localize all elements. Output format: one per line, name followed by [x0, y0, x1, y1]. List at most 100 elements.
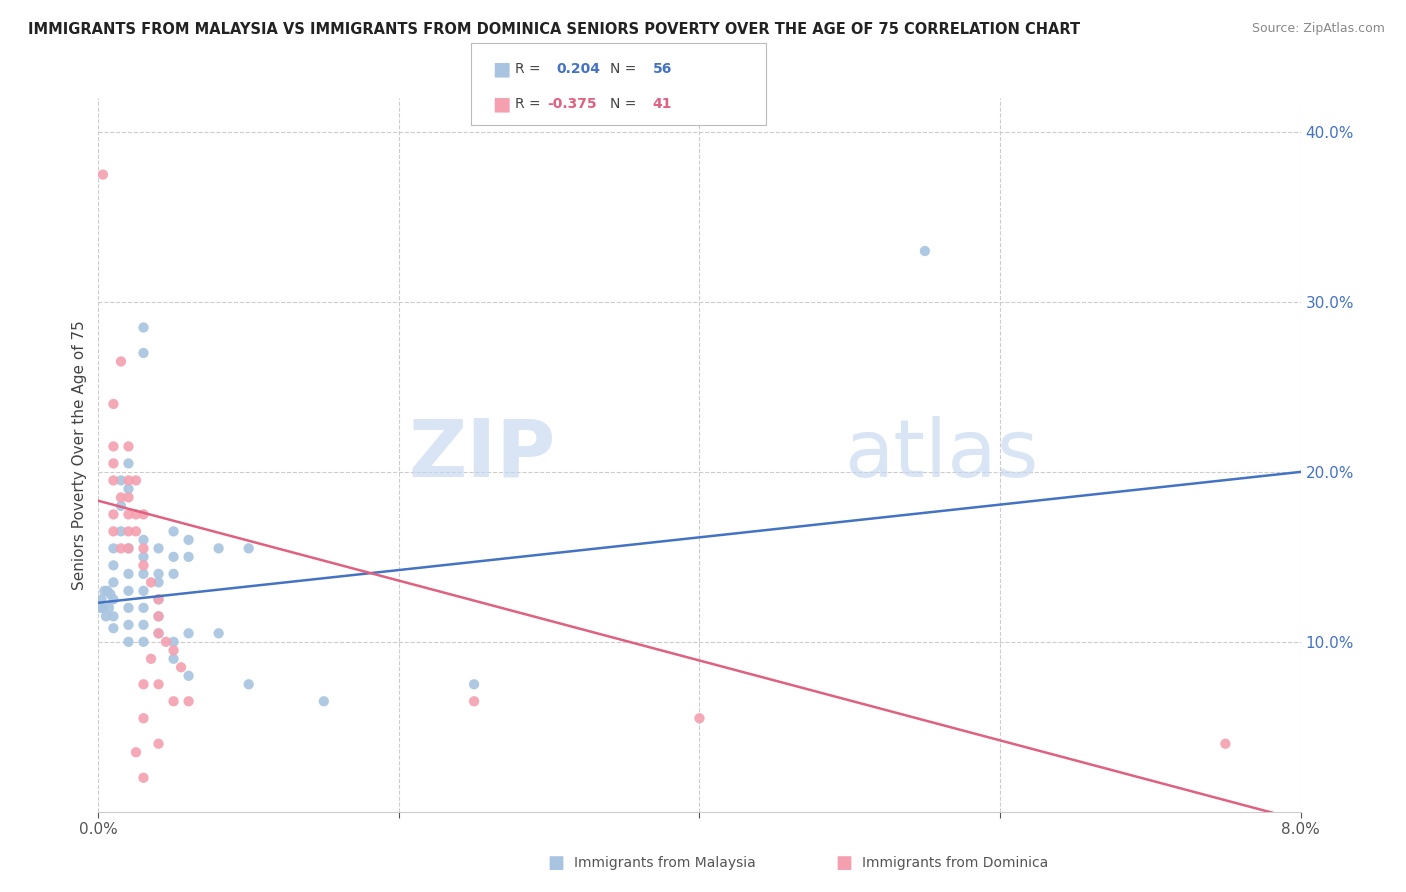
Point [132, 320, 155, 334]
Point [148, 592, 170, 607]
Point [96, 583, 118, 598]
Text: N =: N = [610, 97, 641, 112]
Point [148, 677, 170, 691]
Point [125, 508, 148, 522]
Point [117, 617, 139, 632]
Point [117, 457, 139, 471]
Point [162, 566, 184, 581]
Point [148, 575, 170, 590]
Point [162, 549, 184, 564]
Point [110, 474, 132, 488]
Point [177, 626, 200, 640]
Point [162, 635, 184, 649]
Point [132, 711, 155, 725]
Point [132, 771, 155, 785]
Point [103, 508, 125, 522]
Point [103, 474, 125, 488]
Point [148, 592, 170, 607]
Point [688, 711, 710, 725]
Text: ZIP: ZIP [408, 416, 555, 494]
Point [148, 737, 170, 751]
Point [110, 499, 132, 513]
Point [89, 600, 111, 615]
Point [117, 541, 139, 556]
Point [132, 508, 155, 522]
Text: ■: ■ [492, 60, 510, 78]
Point [132, 635, 155, 649]
Point [103, 592, 125, 607]
Point [177, 533, 200, 547]
Point [117, 524, 139, 539]
Point [148, 541, 170, 556]
Point [110, 524, 132, 539]
Text: ■: ■ [547, 855, 564, 872]
Point [132, 541, 155, 556]
Point [162, 643, 184, 657]
Point [177, 549, 200, 564]
Point [148, 626, 170, 640]
Point [117, 508, 139, 522]
Point [117, 583, 139, 598]
Text: -0.375: -0.375 [547, 97, 596, 112]
Point [139, 652, 162, 666]
Point [103, 575, 125, 590]
Text: R =: R = [515, 97, 544, 112]
Text: Immigrants from Dominica: Immigrants from Dominica [862, 856, 1047, 871]
Point [103, 524, 125, 539]
Point [97, 600, 120, 615]
Text: Source: ZipAtlas.com: Source: ZipAtlas.com [1251, 22, 1385, 36]
Point [238, 541, 260, 556]
Point [117, 566, 139, 581]
Point [103, 457, 125, 471]
Text: 0.204: 0.204 [557, 62, 600, 76]
Point [125, 745, 148, 759]
Point [148, 626, 170, 640]
Point [117, 635, 139, 649]
Point [177, 694, 200, 708]
Point [117, 491, 139, 505]
Point [155, 635, 177, 649]
Point [463, 677, 485, 691]
Point [117, 600, 139, 615]
Text: R =: R = [515, 62, 544, 76]
Point [148, 566, 170, 581]
Text: ■: ■ [835, 855, 852, 872]
Point [139, 575, 162, 590]
Point [117, 482, 139, 496]
Point [117, 541, 139, 556]
Point [132, 617, 155, 632]
Point [125, 474, 148, 488]
Point [132, 583, 155, 598]
Point [914, 244, 936, 258]
Point [100, 587, 122, 601]
Point [91, 600, 114, 615]
Point [312, 694, 335, 708]
Point [132, 600, 155, 615]
Point [103, 439, 125, 453]
Text: 41: 41 [652, 97, 672, 112]
Point [132, 677, 155, 691]
Point [93, 583, 115, 598]
Point [110, 354, 132, 368]
Point [170, 660, 193, 674]
Point [103, 397, 125, 411]
Point [162, 652, 184, 666]
Point [103, 609, 125, 624]
Point [132, 558, 155, 573]
Point [1215, 737, 1237, 751]
Point [94, 609, 117, 624]
Text: N =: N = [610, 62, 641, 76]
Point [90, 592, 112, 607]
Point [238, 677, 260, 691]
Point [132, 566, 155, 581]
Point [103, 558, 125, 573]
Point [162, 694, 184, 708]
Point [125, 524, 148, 539]
Point [208, 626, 231, 640]
Point [132, 533, 155, 547]
Text: ■: ■ [492, 95, 510, 114]
Point [132, 549, 155, 564]
Point [177, 669, 200, 683]
Point [117, 474, 139, 488]
Point [103, 621, 125, 635]
